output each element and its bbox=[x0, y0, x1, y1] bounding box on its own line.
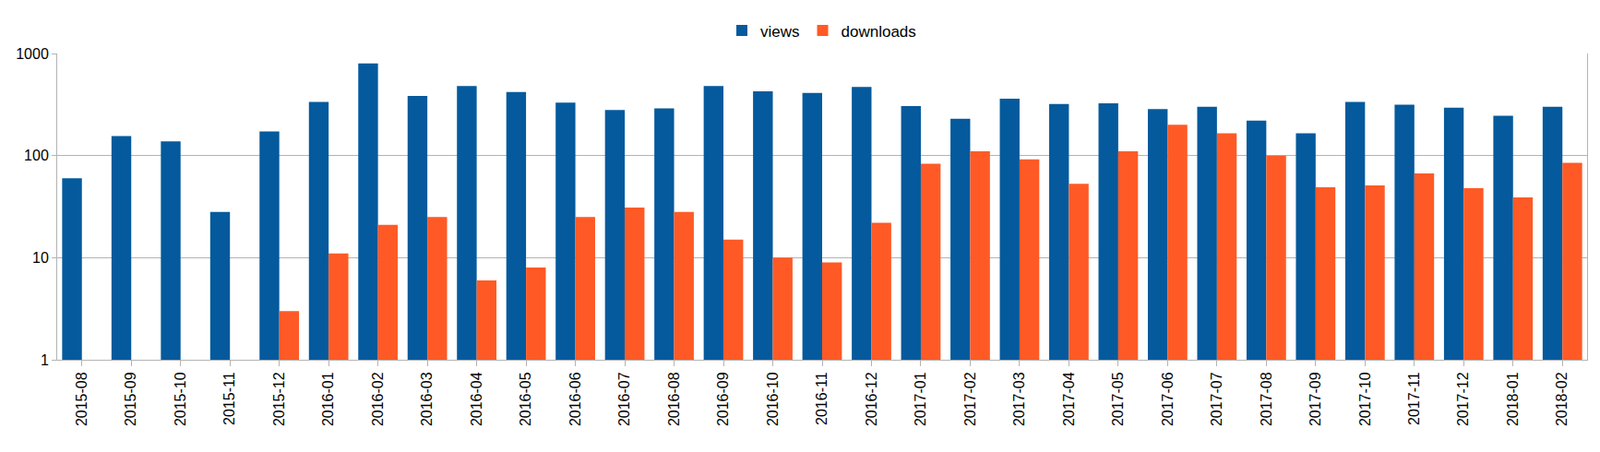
svg-text:2017-01: 2017-01 bbox=[912, 371, 929, 427]
svg-text:2016-01: 2016-01 bbox=[320, 371, 336, 427]
svg-text:2016-05: 2016-05 bbox=[517, 371, 534, 427]
svg-text:2016-09: 2016-09 bbox=[715, 371, 731, 427]
svg-text:2015-10: 2015-10 bbox=[172, 371, 189, 427]
svg-text:2016-02: 2016-02 bbox=[370, 371, 386, 427]
svg-text:downloads: downloads bbox=[841, 23, 917, 41]
svg-text:2017-03: 2017-03 bbox=[1011, 371, 1027, 427]
svg-text:2017-04: 2017-04 bbox=[1061, 371, 1077, 427]
svg-text:100: 100 bbox=[23, 147, 49, 164]
svg-text:2016-10: 2016-10 bbox=[764, 371, 781, 427]
svg-text:2016-12: 2016-12 bbox=[863, 371, 880, 427]
svg-text:2016-06: 2016-06 bbox=[567, 371, 584, 427]
svg-text:2016-11: 2016-11 bbox=[813, 371, 830, 426]
svg-text:2017-12: 2017-12 bbox=[1455, 371, 1471, 427]
svg-text:2015-09: 2015-09 bbox=[122, 371, 139, 427]
svg-text:2017-09: 2017-09 bbox=[1307, 371, 1324, 427]
svg-text:2016-08: 2016-08 bbox=[666, 371, 682, 427]
svg-text:2017-11: 2017-11 bbox=[1406, 371, 1422, 426]
svg-text:2017-08: 2017-08 bbox=[1258, 371, 1275, 427]
svg-text:2017-10: 2017-10 bbox=[1357, 371, 1374, 427]
svg-text:1000: 1000 bbox=[15, 46, 49, 62]
svg-text:10: 10 bbox=[32, 250, 49, 266]
svg-text:2016-04: 2016-04 bbox=[468, 371, 485, 427]
svg-text:2017-06: 2017-06 bbox=[1159, 371, 1176, 427]
svg-text:2015-08: 2015-08 bbox=[73, 371, 90, 427]
svg-text:views: views bbox=[760, 23, 800, 41]
svg-text:2018-01: 2018-01 bbox=[1504, 371, 1521, 427]
svg-text:2018-02: 2018-02 bbox=[1553, 371, 1570, 427]
svg-text:1: 1 bbox=[40, 352, 49, 369]
svg-text:2015-12: 2015-12 bbox=[271, 371, 287, 427]
svg-text:2017-05: 2017-05 bbox=[1110, 371, 1126, 427]
svg-text:2017-02: 2017-02 bbox=[962, 371, 979, 427]
svg-text:2016-07: 2016-07 bbox=[616, 371, 633, 427]
svg-text:2016-03: 2016-03 bbox=[418, 371, 435, 427]
svg-text:2017-07: 2017-07 bbox=[1208, 371, 1225, 427]
svg-text:2015-11: 2015-11 bbox=[221, 371, 238, 426]
